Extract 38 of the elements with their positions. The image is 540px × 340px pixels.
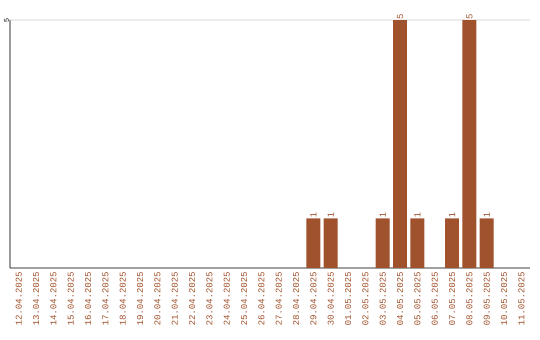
x-tick-label: 29.04.2025 xyxy=(310,272,316,325)
x-tick-label: 14.04.2025 xyxy=(50,272,56,325)
x-tick-label: 30.04.2025 xyxy=(328,272,334,325)
x-tick-label: 22.04.2025 xyxy=(188,272,196,325)
x-tick-label: 05.05.2025 xyxy=(414,272,420,325)
x-tick-label: 06.05.2025 xyxy=(432,272,438,325)
x-tick-label: 26.04.2025 xyxy=(258,272,264,325)
x-tick-label: 18.04.2025 xyxy=(120,272,126,325)
x-tick-label: 16.04.2025 xyxy=(84,272,92,325)
x-tick-label: 01.05.2025 xyxy=(344,272,352,325)
x-tick-label: 07.05.2025 xyxy=(448,272,456,325)
x-tick-label: 17.04.2025 xyxy=(102,272,108,325)
data-label: 5 xyxy=(396,14,404,18)
data-label: 5 xyxy=(466,14,472,18)
x-tick-label: 24.04.2025 xyxy=(224,272,230,325)
x-tick-label: 20.04.2025 xyxy=(154,272,160,325)
x-tick-label: 15.04.2025 xyxy=(68,272,74,325)
x-tick-label: 04.05.2025 xyxy=(396,272,404,325)
x-tick-label: 03.05.2025 xyxy=(380,272,386,325)
x-tick-label: 25.04.2025 xyxy=(240,272,248,325)
data-label: 1 xyxy=(328,212,334,217)
data-label: 1 xyxy=(310,212,316,217)
data-label: 1 xyxy=(380,212,386,217)
x-tick-label: 09.05.2025 xyxy=(484,272,490,325)
x-tick-label: 21.04.2025 xyxy=(172,272,178,325)
x-tick-label: 02.05.2025 xyxy=(362,272,368,325)
x-tick-label: 13.04.2025 xyxy=(32,272,40,325)
data-label: 1 xyxy=(484,212,490,217)
data-label: 1 xyxy=(414,212,420,217)
data-label: 1 xyxy=(448,212,456,217)
x-tick-label: 27.04.2025 xyxy=(276,272,282,325)
x-tick-label: 23.04.2025 xyxy=(206,272,212,325)
x-tick-label: 12.04.2025 xyxy=(16,272,22,325)
x-tick-label: 11.05.2025 xyxy=(518,272,524,325)
x-tick-label: 08.05.2025 xyxy=(466,272,472,325)
x-tick-label: 19.04.2025 xyxy=(136,272,144,325)
x-tick-label: 10.05.2025 xyxy=(500,272,508,325)
x-tick-label: 28.04.2025 xyxy=(292,272,300,325)
